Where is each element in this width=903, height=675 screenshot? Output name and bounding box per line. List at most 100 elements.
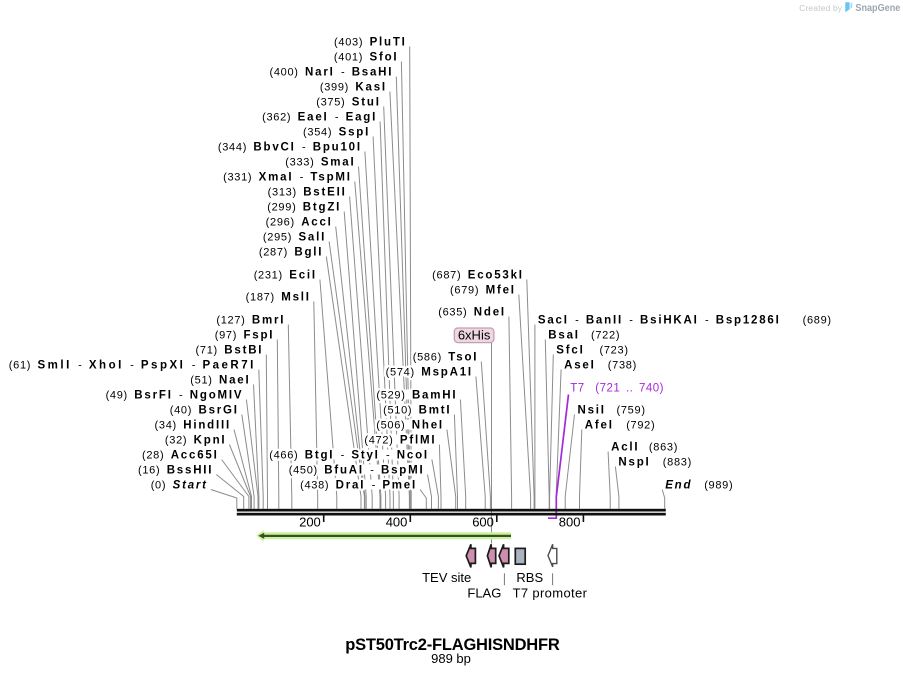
svg-text:(40) BsrGI: (40) BsrGI bbox=[170, 405, 239, 417]
svg-text:(127) BmrI: (127) BmrI bbox=[216, 315, 285, 327]
svg-text:(299) BtgZI: (299) BtgZI bbox=[267, 202, 341, 214]
svg-text:(401) SfoI: (401) SfoI bbox=[334, 52, 398, 64]
svg-text:(687) Eco53kI: (687) Eco53kI bbox=[432, 270, 524, 282]
svg-text:BsaI(722): BsaI (722) bbox=[548, 330, 620, 342]
svg-text:SacI - BanII - BsiHKAI - Bsp12: SacI - BanII - BsiHKAI - Bsp1286I (689) bbox=[538, 315, 832, 327]
svg-text:(687) Eco53kI: (687) Eco53kI bbox=[432, 270, 524, 282]
svg-text:(51) NaeI: (51) NaeI bbox=[190, 375, 250, 387]
svg-text:(16) BssHII: (16) BssHII bbox=[138, 465, 213, 477]
svg-text:(586) TsoI: (586) TsoI bbox=[413, 352, 479, 364]
svg-text:T7 promoter: T7 promoter bbox=[513, 586, 588, 601]
svg-text:(49) BsrFI - NgoMIV: (49) BsrFI - NgoMIV bbox=[106, 390, 244, 402]
svg-text:(296) AccI: (296) AccI bbox=[266, 217, 333, 229]
svg-text:SfcI(723): SfcI (723) bbox=[556, 345, 628, 357]
svg-text:(97) FspI: (97) FspI bbox=[215, 330, 275, 342]
svg-text:(399) KasI: (399) KasI bbox=[320, 82, 387, 94]
svg-text:(679) MfeI: (679) MfeI bbox=[450, 285, 516, 297]
svg-text:(333) SmaI: (333) SmaI bbox=[285, 157, 355, 169]
svg-text:200: 200 bbox=[299, 515, 321, 530]
svg-text:End(989): End (989) bbox=[665, 480, 733, 492]
svg-text:(466) BtgI - StyI - NcoI: (466) BtgI - StyI - NcoI bbox=[269, 450, 429, 462]
svg-text:AfeI(792): AfeI (792) bbox=[585, 420, 656, 432]
svg-text:(354) SspI: (354) SspI bbox=[303, 127, 370, 139]
svg-text:(375) StuI: (375) StuI bbox=[316, 97, 380, 109]
svg-text:(16) BssHII: (16) BssHII bbox=[138, 465, 213, 477]
svg-text:(331) XmaI - TspMI: (331) XmaI - TspMI bbox=[223, 172, 352, 184]
svg-text:(375) StuI: (375) StuI bbox=[316, 97, 380, 109]
svg-text:(295) SalI: (295) SalI bbox=[263, 232, 326, 244]
svg-text:(313) BstEII: (313) BstEII bbox=[268, 187, 347, 199]
svg-text:400: 400 bbox=[386, 515, 408, 530]
svg-text:(401) SfoI: (401) SfoI bbox=[334, 52, 398, 64]
svg-text:(0) Start: (0) Start bbox=[151, 480, 208, 492]
svg-text:pST50Trc2-FLAGHISNDHFR: pST50Trc2-FLAGHISNDHFR bbox=[345, 636, 560, 654]
svg-text:(32) KpnI: (32) KpnI bbox=[165, 435, 226, 447]
svg-text:BsaI(722): BsaI (722) bbox=[548, 330, 620, 342]
svg-text:NsiI(759): NsiI (759) bbox=[578, 405, 646, 417]
svg-text:600: 600 bbox=[472, 515, 494, 530]
svg-text:(362) EaeI - EagI: (362) EaeI - EagI bbox=[262, 112, 377, 124]
svg-text:(187) MslI: (187) MslI bbox=[246, 292, 311, 304]
svg-text:(32) KpnI: (32) KpnI bbox=[165, 435, 226, 447]
svg-text:(438) DraI - PmeI: (438) DraI - PmeI bbox=[300, 480, 417, 492]
svg-text:(438) DraI - PmeI: (438) DraI - PmeI bbox=[300, 480, 417, 492]
svg-text:Created by: Created by bbox=[799, 3, 843, 13]
svg-text:(403) PluTI: (403) PluTI bbox=[334, 37, 407, 49]
svg-text:(34) HindIII: (34) HindIII bbox=[155, 420, 231, 432]
svg-text:(679) MfeI: (679) MfeI bbox=[450, 285, 516, 297]
svg-text:(333) SmaI: (333) SmaI bbox=[285, 157, 355, 169]
svg-text:(403) PluTI: (403) PluTI bbox=[334, 37, 407, 49]
svg-text:(299) BtgZI: (299) BtgZI bbox=[267, 202, 341, 214]
svg-text:(71) BstBI: (71) BstBI bbox=[196, 345, 264, 357]
svg-text:SfcI(723): SfcI (723) bbox=[556, 345, 628, 357]
svg-text:(472) PflMI: (472) PflMI bbox=[364, 435, 436, 447]
svg-text:(574) MspA1I: (574) MspA1I bbox=[386, 367, 473, 379]
svg-text:(354) SspI: (354) SspI bbox=[303, 127, 370, 139]
svg-text:(28) Acc65I: (28) Acc65I bbox=[142, 450, 219, 462]
svg-text:AclI(863): AclI (863) bbox=[611, 442, 678, 454]
svg-text:800: 800 bbox=[559, 515, 581, 530]
svg-text:NsiI(759): NsiI (759) bbox=[578, 405, 646, 417]
svg-text:(466) BtgI - StyI - NcoI: (466) BtgI - StyI - NcoI bbox=[269, 450, 429, 462]
svg-text:(400) NarI - BsaHI: (400) NarI - BsaHI bbox=[269, 67, 393, 79]
svg-text:(529) BamHI: (529) BamHI bbox=[376, 390, 457, 402]
svg-text:(506) NheI: (506) NheI bbox=[376, 420, 444, 432]
svg-text:(296) AccI: (296) AccI bbox=[266, 217, 333, 229]
svg-text:(331) XmaI - TspMI: (331) XmaI - TspMI bbox=[223, 172, 352, 184]
svg-text:(61) SmlI - XhoI - PspXI - Pa: (61) SmlI - XhoI - PspXI - PaeR7I bbox=[9, 360, 256, 372]
svg-text:SacI - BanII - BsiHKAI - Bsp12: SacI - BanII - BsiHKAI - Bsp1286I (689) bbox=[538, 315, 832, 327]
svg-text:(450) BfuAI - BspMI: (450) BfuAI - BspMI bbox=[289, 465, 425, 477]
svg-text:(529) BamHI: (529) BamHI bbox=[376, 390, 457, 402]
svg-text:NspI(883): NspI (883) bbox=[618, 457, 692, 469]
svg-text:(231) EciI: (231) EciI bbox=[254, 270, 317, 282]
svg-text:(472) PflMI: (472) PflMI bbox=[364, 435, 436, 447]
svg-text:T7(721 .. 740): T7 (721 .. 740) bbox=[570, 383, 664, 395]
svg-text:NspI(883): NspI (883) bbox=[618, 457, 692, 469]
svg-text:989 bp: 989 bp bbox=[431, 651, 471, 666]
svg-text:AfeI(792): AfeI (792) bbox=[585, 420, 656, 432]
svg-text:(295) SalI: (295) SalI bbox=[263, 232, 326, 244]
svg-text:(450) BfuAI - BspMI: (450) BfuAI - BspMI bbox=[289, 465, 425, 477]
svg-text:(187) MslI: (187) MslI bbox=[246, 292, 311, 304]
svg-text:End(989): End (989) bbox=[665, 480, 733, 492]
svg-text:(0) Start: (0) Start bbox=[151, 480, 208, 492]
svg-text:FLAG: FLAG bbox=[467, 586, 501, 601]
svg-text:(586) TsoI: (586) TsoI bbox=[413, 352, 479, 364]
svg-text:(71) BstBI: (71) BstBI bbox=[196, 345, 264, 357]
svg-text:(574) MspA1I: (574) MspA1I bbox=[386, 367, 473, 379]
svg-text:(28) Acc65I: (28) Acc65I bbox=[142, 450, 219, 462]
svg-text:(400) NarI - BsaHI: (400) NarI - BsaHI bbox=[269, 67, 393, 79]
svg-text:(287) BglI: (287) BglI bbox=[259, 247, 323, 259]
svg-text:6xHis: 6xHis bbox=[458, 327, 491, 342]
svg-text:(362) EaeI - EagI: (362) EaeI - EagI bbox=[262, 112, 377, 124]
svg-text:(313) BstEII: (313) BstEII bbox=[268, 187, 347, 199]
svg-text:(97) FspI: (97) FspI bbox=[215, 330, 275, 342]
svg-text:(510) BmtI: (510) BmtI bbox=[383, 405, 451, 417]
svg-text:(61) SmlI - XhoI - PspXI - Pa: (61) SmlI - XhoI - PspXI - PaeR7I bbox=[9, 360, 256, 372]
svg-text:(49) BsrFI - NgoMIV: (49) BsrFI - NgoMIV bbox=[106, 390, 244, 402]
svg-text:(344) BbvCI - Bpu10I: (344) BbvCI - Bpu10I bbox=[218, 142, 362, 154]
svg-text:(635) NdeI: (635) NdeI bbox=[438, 307, 506, 319]
svg-text:(127) BmrI: (127) BmrI bbox=[216, 315, 285, 327]
svg-text:(51) NaeI: (51) NaeI bbox=[190, 375, 250, 387]
svg-text:(34) HindIII: (34) HindIII bbox=[155, 420, 231, 432]
